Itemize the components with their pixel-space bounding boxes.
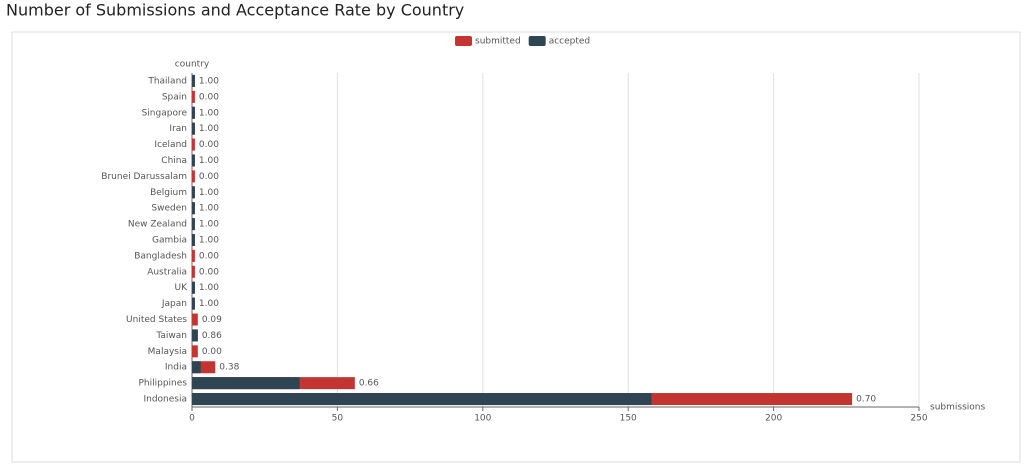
- x-tick-label: 250: [910, 414, 927, 424]
- data-label: 1.00: [199, 220, 219, 230]
- data-label: 1.00: [199, 299, 219, 309]
- y-tick-label: Belgium: [150, 188, 187, 198]
- panel: [11, 31, 1021, 463]
- data-label: 1.00: [199, 236, 219, 246]
- bar: [192, 122, 195, 135]
- bar: [192, 170, 195, 183]
- y-tick-label: Spain: [162, 92, 187, 102]
- legend-label: submitted: [475, 37, 521, 47]
- x-tick-label: 200: [765, 414, 782, 424]
- data-label: 1.00: [199, 156, 219, 166]
- bar: [192, 393, 652, 406]
- bar: [192, 74, 195, 87]
- bar: [192, 313, 198, 326]
- y-tick-label: India: [165, 363, 187, 373]
- data-label: 0.70: [856, 395, 876, 405]
- y-tick-label: Australia: [147, 267, 187, 277]
- legend-label: accepted: [549, 37, 590, 47]
- data-label: 1.00: [199, 76, 219, 86]
- x-tick-label: 100: [474, 414, 491, 424]
- y-tick-label: Bangladesh: [134, 251, 187, 261]
- bar: [192, 154, 195, 167]
- data-label: 0.00: [199, 251, 219, 261]
- bar: [192, 377, 300, 390]
- y-tick-label: Iran: [169, 124, 187, 134]
- data-label: 1.00: [199, 283, 219, 293]
- bar: [192, 329, 198, 342]
- bar: [192, 345, 198, 358]
- y-tick-label: China: [161, 156, 187, 166]
- bar: [192, 249, 195, 262]
- y-axis-title: country: [175, 60, 210, 70]
- data-label: 0.38: [219, 363, 239, 373]
- bar: [192, 265, 195, 278]
- bar: [192, 218, 195, 231]
- bar: [192, 361, 201, 374]
- x-tick-label: 0: [189, 414, 195, 424]
- data-label: 1.00: [199, 108, 219, 118]
- data-label: 1.00: [199, 124, 219, 134]
- y-tick-label: UK: [175, 283, 189, 293]
- data-label: 0.00: [199, 140, 219, 150]
- bar: [192, 138, 195, 151]
- x-axis-title: submissions: [930, 403, 985, 413]
- data-label: 0.00: [199, 172, 219, 182]
- y-tick-label: Taiwan: [155, 331, 187, 341]
- y-tick-label: Iceland: [154, 140, 187, 150]
- data-label: 0.00: [199, 267, 219, 277]
- y-tick-label: Malaysia: [148, 347, 187, 357]
- data-label: 0.86: [202, 331, 222, 341]
- y-tick-label: Philippines: [139, 379, 188, 389]
- y-tick-label: Japan: [161, 299, 187, 309]
- legend-swatch: [528, 36, 546, 46]
- y-tick-label: Singapore: [142, 108, 188, 118]
- y-tick-label: Gambia: [152, 236, 187, 246]
- bar: [192, 186, 195, 199]
- y-tick-label: United States: [126, 315, 187, 325]
- data-label: 0.09: [202, 315, 222, 325]
- y-tick-label: Sweden: [151, 204, 187, 214]
- x-tick-label: 150: [620, 414, 637, 424]
- bar: [192, 297, 195, 310]
- data-label: 1.00: [199, 188, 219, 198]
- y-tick-label: New Zealand: [128, 220, 187, 230]
- chart-title: Number of Submissions and Acceptance Rat…: [6, 1, 464, 20]
- y-tick-label: Indonesia: [143, 395, 187, 405]
- bar: [192, 106, 195, 119]
- y-tick-label: Thailand: [147, 76, 187, 86]
- bar: [192, 281, 195, 294]
- data-label: 1.00: [199, 204, 219, 214]
- x-tick-label: 50: [332, 414, 344, 424]
- bar: [192, 90, 195, 103]
- bar: [192, 234, 195, 246]
- y-tick-label: Brunei Darussalam: [101, 172, 187, 182]
- bar: [192, 202, 195, 215]
- data-label: 0.66: [359, 379, 379, 389]
- data-label: 0.00: [202, 347, 222, 357]
- data-label: 0.00: [199, 92, 219, 102]
- legend-swatch: [455, 36, 472, 46]
